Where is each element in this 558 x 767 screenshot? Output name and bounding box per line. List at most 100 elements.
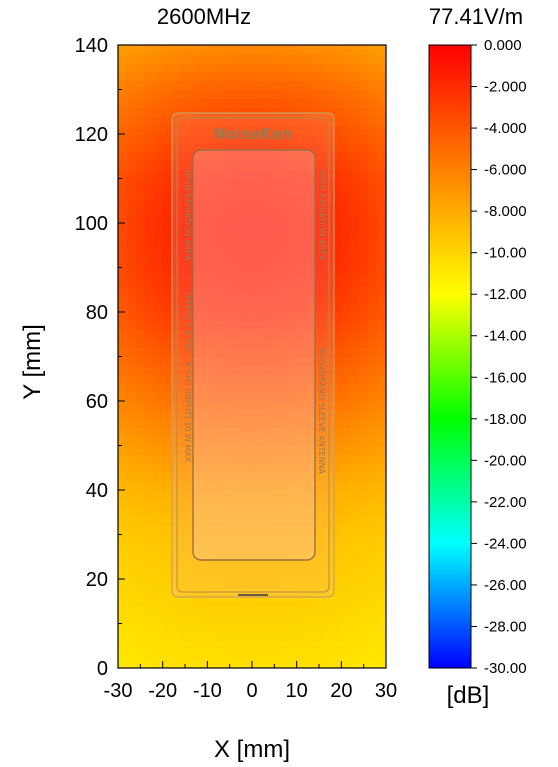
heatmap-cell: [162, 481, 173, 491]
heatmap-cell: [368, 605, 378, 616]
heatmap-cell: [144, 418, 155, 429]
heatmap-cell: [144, 187, 155, 197]
heatmap-cell: [368, 134, 378, 144]
heatmap-cell: [332, 481, 342, 491]
heatmap-cell: [278, 596, 289, 607]
heatmap-cell: [126, 427, 137, 438]
heatmap-cell: [341, 552, 351, 562]
heatmap-cell: [368, 516, 378, 527]
heatmap-cell: [278, 258, 289, 269]
heatmap-cell: [350, 303, 360, 313]
heatmap-cell: [126, 258, 137, 269]
heatmap-cell: [171, 463, 182, 473]
heatmap-cell: [225, 320, 235, 331]
heatmap-cell: [269, 650, 280, 660]
heatmap-cell: [296, 401, 307, 411]
heatmap-cell: [153, 231, 164, 242]
heatmap-cell: [278, 125, 289, 135]
heatmap-cell: [341, 605, 351, 616]
heatmap-cell: [198, 374, 208, 384]
heatmap-cell: [377, 650, 386, 660]
heatmap-cell: [153, 329, 164, 340]
heatmap-cell: [126, 552, 137, 562]
heatmap-cell: [278, 214, 289, 224]
heatmap-cell: [126, 151, 137, 162]
heatmap-cell: [243, 650, 253, 660]
heatmap-cell: [162, 623, 173, 633]
heatmap-cell: [225, 285, 235, 295]
heatmap-cell: [189, 125, 199, 135]
heatmap-cell: [216, 107, 226, 117]
heatmap-cell: [377, 134, 386, 144]
heatmap-cell: [305, 178, 316, 188]
heatmap-cell: [180, 418, 191, 429]
heatmap-cell: [180, 98, 191, 108]
heatmap-cell: [225, 596, 235, 607]
heatmap-cell: [368, 53, 378, 64]
heatmap-cell: [260, 125, 271, 135]
heatmap-cell: [189, 169, 199, 180]
heatmap-cell: [377, 169, 386, 180]
heatmap-cell: [269, 45, 280, 55]
heatmap-cell: [359, 160, 369, 171]
heatmap-cell: [189, 587, 199, 598]
heatmap-cell: [144, 294, 155, 304]
heatmap-cell: [305, 45, 316, 55]
heatmap-cell: [252, 196, 262, 206]
heatmap-cell: [153, 365, 164, 375]
heatmap-cell: [359, 570, 369, 580]
heatmap-cell: [296, 116, 307, 126]
heatmap-cell: [359, 401, 369, 411]
heatmap-cell: [278, 579, 289, 589]
heatmap-cell: [350, 374, 360, 384]
heatmap-cell: [305, 552, 316, 562]
heatmap-cell: [377, 392, 386, 402]
heatmap-cell: [314, 614, 325, 625]
heatmap-cell: [135, 543, 146, 553]
heatmap-cell: [350, 543, 360, 553]
heatmap-cell: [144, 116, 155, 126]
heatmap-cell: [368, 151, 378, 162]
colorbar-tick-label: -30.00: [484, 660, 527, 677]
heatmap-cell: [332, 187, 342, 197]
heatmap-cell: [153, 498, 164, 509]
heatmap-cell: [287, 374, 298, 384]
heatmap-cell: [377, 107, 386, 117]
heatmap-cell: [287, 53, 298, 64]
heatmap-cell: [323, 187, 333, 197]
heatmap-cell: [252, 116, 262, 126]
heatmap-cell: [234, 632, 244, 642]
heatmap-cell: [162, 285, 173, 295]
heatmap-cell: [198, 561, 208, 571]
heatmap-cell: [252, 507, 262, 518]
heatmap-cell: [207, 401, 217, 411]
heatmap-cell: [314, 570, 325, 580]
heatmap-cell: [287, 472, 298, 482]
heatmap-cell: [269, 62, 280, 73]
heatmap-cell: [171, 445, 182, 455]
heatmap-cell: [198, 356, 208, 366]
heatmap-cell: [126, 614, 137, 625]
heatmap-cell: [269, 151, 280, 162]
heatmap-cell: [296, 392, 307, 402]
heatmap-cell: [260, 570, 271, 580]
heatmap-cell: [198, 481, 208, 491]
heatmap-cell: [135, 427, 146, 438]
heatmap-cell: [314, 303, 325, 313]
heatmap-cell: [314, 525, 325, 536]
heatmap-cell: [278, 445, 289, 455]
heatmap-cell: [162, 659, 173, 668]
heatmap-cell: [144, 579, 155, 589]
heatmap-cell: [287, 570, 298, 580]
heatmap-cell: [207, 498, 217, 509]
heatmap-cell: [269, 659, 280, 668]
heatmap-cell: [234, 205, 244, 215]
heatmap-cell: [332, 196, 342, 206]
heatmap-cell: [243, 436, 253, 447]
heatmap-cell: [260, 347, 271, 358]
heatmap-cell: [305, 125, 316, 135]
heatmap-cell: [368, 80, 378, 91]
heatmap-cell: [260, 71, 271, 82]
heatmap-cell: [332, 401, 342, 411]
heatmap-cell: [118, 294, 128, 304]
